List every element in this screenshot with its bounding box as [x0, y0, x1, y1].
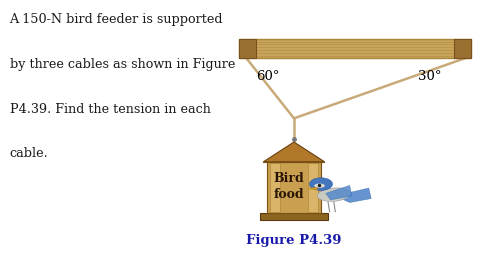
- Polygon shape: [263, 142, 325, 162]
- Bar: [307, 163, 317, 212]
- Text: by three cables as shown in Figure: by three cables as shown in Figure: [10, 58, 235, 71]
- Circle shape: [310, 178, 332, 190]
- Text: 60°: 60°: [256, 70, 279, 83]
- Text: Bird
food: Bird food: [274, 171, 304, 201]
- Polygon shape: [326, 185, 352, 200]
- Bar: [267, 162, 321, 213]
- Polygon shape: [335, 188, 371, 203]
- Text: P4.39. Find the tension in each: P4.39. Find the tension in each: [10, 103, 210, 115]
- Ellipse shape: [315, 184, 325, 188]
- Bar: [239, 39, 471, 58]
- Text: 30°: 30°: [418, 70, 442, 83]
- Bar: [270, 163, 280, 212]
- Bar: [454, 39, 471, 58]
- Bar: [239, 39, 256, 58]
- Text: A 150-N bird feeder is supported: A 150-N bird feeder is supported: [10, 13, 223, 26]
- Text: cable.: cable.: [10, 147, 48, 160]
- Bar: [260, 213, 328, 220]
- Ellipse shape: [317, 188, 350, 201]
- Polygon shape: [308, 187, 317, 190]
- Text: Figure P4.39: Figure P4.39: [246, 234, 342, 247]
